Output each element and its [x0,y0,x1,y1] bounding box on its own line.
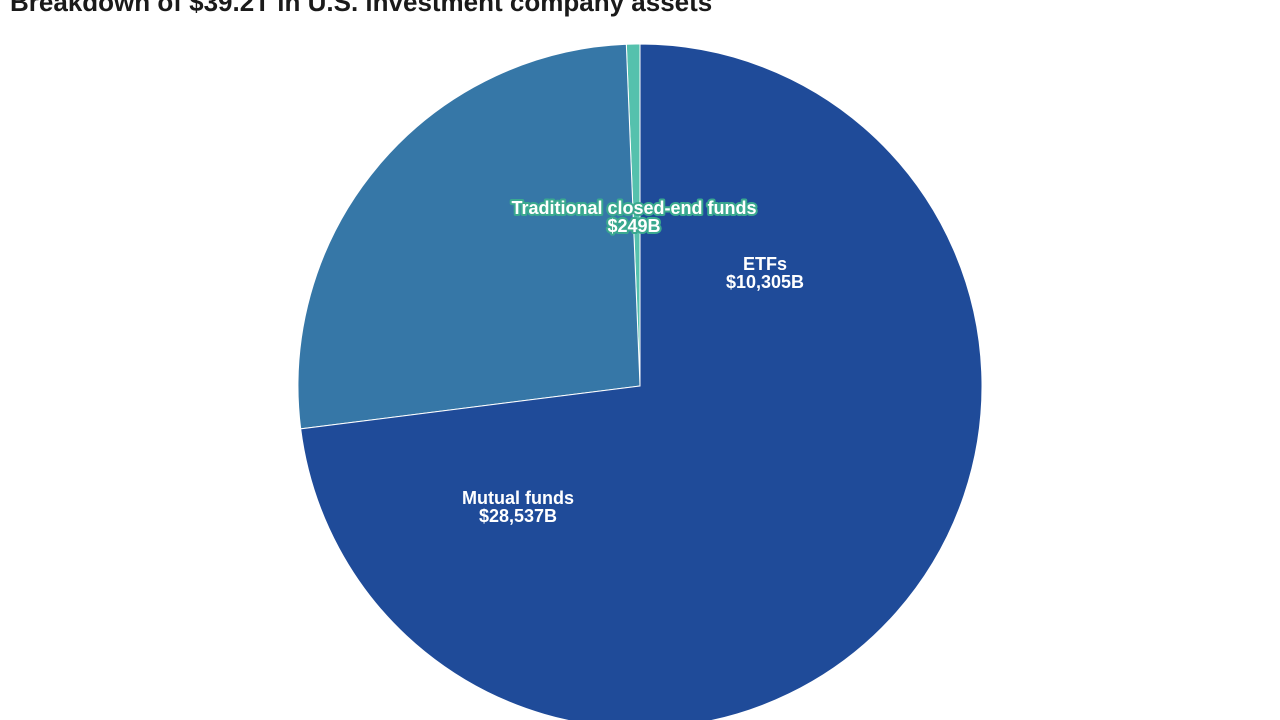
slice-label-name: Mutual funds [462,488,574,508]
pie-slice-mutual-funds [300,43,983,720]
slice-label-name: Traditional closed-end funds [511,198,756,218]
slice-label-value: $10,305B [726,272,804,292]
slice-label-value: $28,537B [479,506,557,526]
pie-labels: Traditional closed-end funds$249B ETFs$10… [462,196,804,526]
slice-label-name: ETFs [743,254,787,274]
slice-label-value: $249B [607,216,660,236]
pie-slice-etfs [297,43,641,430]
pie-slices [297,43,983,720]
chart-title: Breakdown of $39.2T in U.S. investment c… [10,0,713,17]
